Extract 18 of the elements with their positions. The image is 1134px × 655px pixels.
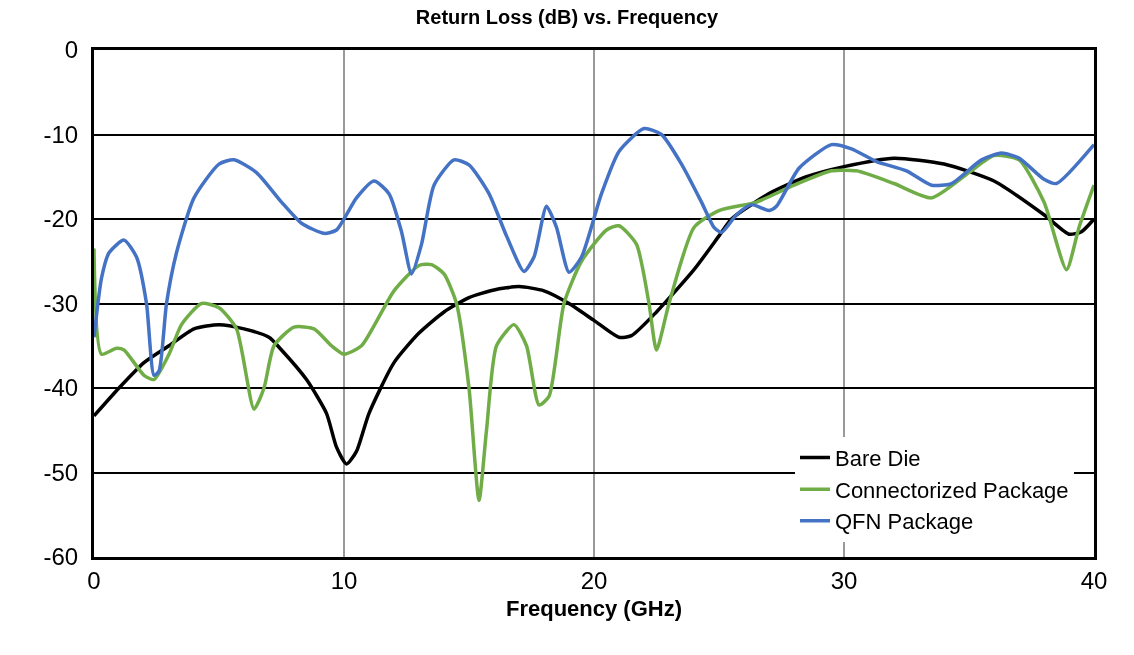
x-tick-label: 0	[87, 566, 101, 594]
x-axis-title: Frequency (GHz)	[505, 595, 683, 621]
y-tick-label: 0	[64, 36, 79, 64]
y-tick-label: -50	[43, 458, 79, 486]
y-tick-label: -10	[43, 120, 79, 148]
chart-title: Return Loss (dB) vs. Frequency	[415, 5, 720, 28]
y-tick-label: -60	[43, 543, 79, 571]
x-tick-label: 20	[580, 566, 608, 594]
y-tick-label: -30	[43, 289, 79, 317]
legend-label: Bare Die	[835, 446, 921, 472]
x-tick-label: 40	[1080, 566, 1108, 594]
legend-label: QFN Package	[835, 509, 974, 535]
line-series	[94, 126, 1094, 378]
y-tick-label: -20	[43, 205, 79, 233]
x-tick-label: 30	[830, 566, 858, 594]
x-tick-label: 10	[330, 566, 358, 594]
y-tick-label: -40	[43, 374, 79, 402]
legend-label: Connectorized Package	[835, 477, 1069, 503]
